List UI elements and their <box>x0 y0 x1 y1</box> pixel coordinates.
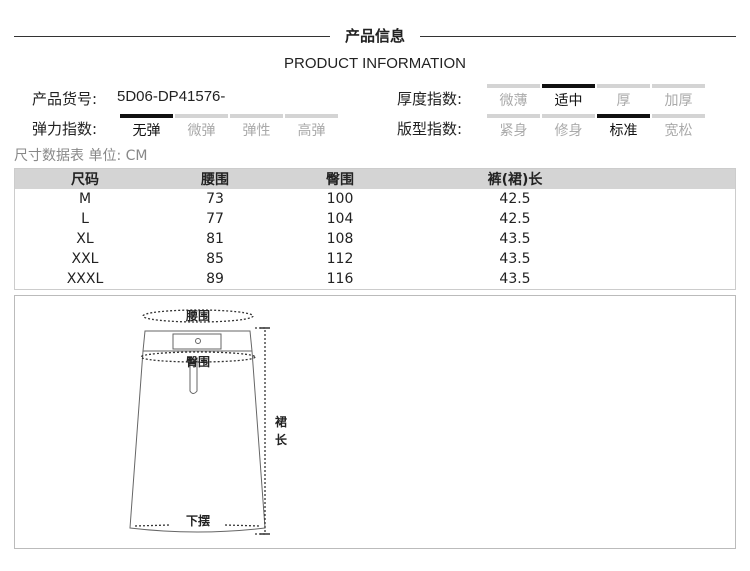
table-cell: XXL <box>71 251 99 267</box>
col-waist: 腰围 <box>155 168 275 189</box>
table-cell: 42.5 <box>499 191 531 207</box>
title-line-left <box>14 36 330 37</box>
table-row: XL 81 108 43.5 <box>15 229 736 249</box>
table-cell: XL <box>76 231 94 247</box>
page-subtitle: PRODUCT INFORMATION <box>284 55 466 72</box>
thickness-option: 加厚 <box>652 84 705 110</box>
length-label-2: 长 <box>275 432 288 447</box>
table-cell: 112 <box>326 251 354 267</box>
table-cell: 43.5 <box>499 231 531 247</box>
table-cell: L <box>81 211 89 227</box>
fit-option: 修身 <box>542 114 595 140</box>
table-row: XXXL 89 116 43.5 <box>15 269 736 290</box>
table-cell: 43.5 <box>499 251 531 267</box>
fit-option: 宽松 <box>652 114 705 140</box>
skirt-illustration: 腰围 臀围 下摆 裙 长 <box>129 308 288 535</box>
table-cell: 100 <box>326 191 354 207</box>
thickness-option: 微薄 <box>487 84 540 110</box>
measurement-diagram: 腰围 臀围 下摆 裙 长 <box>14 295 736 549</box>
fit-option: 紧身 <box>487 114 540 140</box>
waist-label: 腰围 <box>185 308 210 323</box>
table-cell: 89 <box>206 271 224 287</box>
table-cell: XXXL <box>66 271 104 287</box>
table-cell: 81 <box>206 231 224 247</box>
table-cell: 104 <box>326 211 354 227</box>
elasticity-label: 弹力指数: <box>32 120 98 138</box>
hem-label: 下摆 <box>186 513 210 528</box>
thickness-label: 厚度指数: <box>397 90 463 108</box>
table-row: XXL 85 112 43.5 <box>15 249 736 269</box>
table-row: M 73 100 42.5 <box>15 189 736 209</box>
table-cell: 42.5 <box>499 211 531 227</box>
elasticity-option: 无弹 <box>120 114 173 140</box>
thickness-option: 厚 <box>597 84 650 110</box>
elasticity-option: 弹性 <box>230 114 283 140</box>
col-hip: 臀围 <box>275 168 405 189</box>
thickness-option: 适中 <box>542 84 595 110</box>
title-line-right <box>420 36 736 37</box>
hip-label: 臀围 <box>186 354 210 369</box>
table-cell: 73 <box>206 191 224 207</box>
product-code-value: 5D06-DP41576- <box>117 88 226 105</box>
page-title: 产品信息 <box>344 27 405 45</box>
size-table: 尺码 腰围 臀围 裤(裙)长 M 73 100 42.5 L 77 104 42.5 XL 81 1… <box>14 168 736 290</box>
product-code-label: 产品货号: <box>32 90 98 108</box>
size-unit-text: 尺寸数据表 单位: CM <box>14 148 148 164</box>
table-cell: M <box>78 191 92 207</box>
table-cell: 108 <box>326 231 354 247</box>
col-length: 裤(裙)长 <box>405 168 625 189</box>
table-cell: 43.5 <box>499 271 531 287</box>
elasticity-option: 高弹 <box>285 114 338 140</box>
fit-option: 标准 <box>597 114 650 140</box>
col-size: 尺码 <box>14 168 155 189</box>
length-label-1: 裙 <box>274 414 287 429</box>
table-row: L 77 104 42.5 <box>15 209 736 229</box>
fit-label: 版型指数: <box>397 120 463 138</box>
elasticity-option: 微弹 <box>175 114 228 140</box>
table-cell: 77 <box>206 211 224 227</box>
table-cell: 85 <box>206 251 224 267</box>
table-cell: 116 <box>326 271 354 287</box>
